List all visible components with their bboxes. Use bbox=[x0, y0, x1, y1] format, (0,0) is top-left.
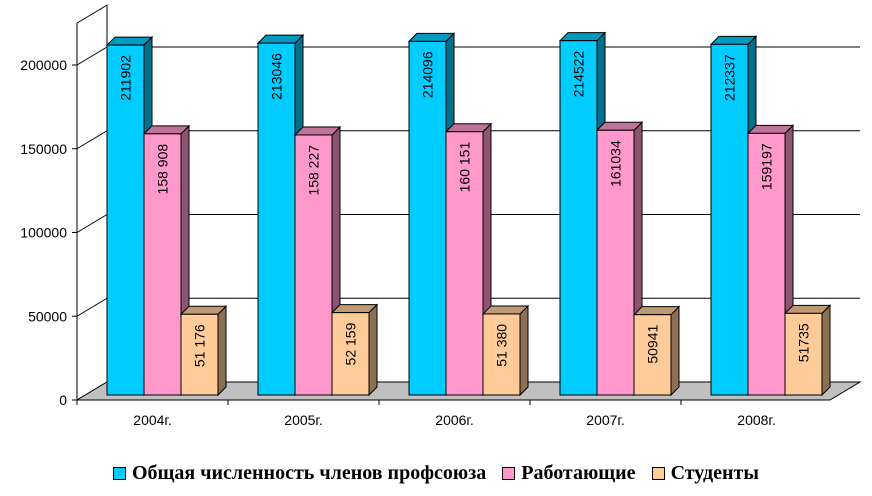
bar-front bbox=[482, 313, 521, 396]
bar-front bbox=[331, 312, 370, 396]
side-wall bbox=[76, 4, 108, 401]
data-label: 212337 bbox=[722, 54, 738, 101]
data-label: 158 227 bbox=[306, 145, 322, 196]
gridline-side bbox=[76, 297, 108, 317]
x-axis-ticks: 2004г. 2005г. 2006г. 2007г. 2008г. bbox=[76, 400, 776, 428]
legend-label-total: Общая численность членов профсоюза bbox=[131, 461, 487, 484]
x-tick-label: 2004г. bbox=[133, 412, 171, 428]
legend-item-working: Работающие bbox=[502, 461, 636, 485]
gridline-side bbox=[76, 214, 108, 233]
bar bbox=[293, 125, 342, 397]
bar bbox=[632, 305, 681, 397]
bar-top bbox=[595, 121, 644, 131]
legend: Общая численность членов профсоюза Работ… bbox=[0, 458, 872, 488]
data-label: 161034 bbox=[608, 140, 624, 187]
bar-front bbox=[596, 129, 635, 396]
data-label: 51735 bbox=[796, 323, 812, 362]
data-label: 213046 bbox=[269, 53, 285, 100]
bar bbox=[179, 305, 228, 397]
bar bbox=[783, 304, 832, 397]
bar-chart: 211902 158 908 51 176 213046 158 227 52 159 21… bbox=[20, 4, 862, 428]
bar-front bbox=[559, 40, 598, 396]
x-tick-label: 2005г. bbox=[284, 412, 322, 428]
bar-top bbox=[142, 125, 191, 135]
data-label: 51 176 bbox=[192, 324, 208, 367]
data-label: 159197 bbox=[759, 143, 775, 190]
bar-side bbox=[368, 303, 378, 397]
bar-top bbox=[632, 306, 681, 316]
x-tick-label: 2008г. bbox=[737, 412, 775, 428]
y-tick-label: 0 bbox=[59, 392, 67, 408]
data-label: 214096 bbox=[420, 51, 436, 98]
legend-item-students: Студенты bbox=[651, 461, 759, 485]
y-tick-label: 100000 bbox=[20, 225, 67, 241]
legend-item-total: Общая численность членов профсоюза bbox=[112, 461, 487, 485]
bar-front bbox=[747, 132, 786, 396]
x-tick-label: 2007г. bbox=[586, 412, 624, 428]
bar-top bbox=[481, 305, 530, 315]
bar-front bbox=[408, 40, 447, 396]
chart-walls bbox=[76, 4, 108, 401]
bar-top bbox=[783, 304, 832, 314]
data-label: 211902 bbox=[118, 55, 134, 101]
bar-top bbox=[179, 305, 228, 315]
y-tick-label: 50000 bbox=[28, 308, 67, 324]
data-label: 214522 bbox=[571, 50, 587, 97]
bar bbox=[481, 304, 530, 397]
legend-swatch-total bbox=[112, 466, 126, 480]
data-label: 158 908 bbox=[155, 144, 171, 195]
bar-side bbox=[217, 305, 227, 397]
bars bbox=[105, 31, 832, 397]
bar-front bbox=[445, 131, 484, 396]
bar-top bbox=[407, 32, 456, 42]
bar-top bbox=[105, 36, 154, 46]
data-labels: 211902 158 908 51 176 213046 158 227 52 159 21… bbox=[118, 50, 812, 367]
bar-top bbox=[256, 34, 305, 44]
y-axis-ticks: 0 50000 100000 150000 200000 bbox=[20, 57, 77, 408]
bar-top bbox=[444, 123, 493, 133]
bar-front bbox=[143, 133, 182, 396]
data-label: 51 380 bbox=[494, 324, 510, 367]
bar-front bbox=[784, 312, 823, 396]
bar bbox=[330, 303, 379, 397]
bar-side bbox=[519, 304, 529, 397]
data-label: 50941 bbox=[645, 324, 661, 363]
legend-label-working: Работающие bbox=[521, 461, 636, 484]
bar-front bbox=[180, 313, 219, 396]
bar-top bbox=[330, 304, 379, 314]
legend-swatch-students bbox=[651, 466, 665, 480]
gridline-side bbox=[76, 46, 108, 66]
bar-side bbox=[670, 305, 680, 397]
x-tick-label: 2006г. bbox=[435, 412, 473, 428]
legend-swatch-working bbox=[502, 466, 516, 480]
bar-front bbox=[106, 44, 145, 396]
bar-top bbox=[746, 124, 795, 134]
data-label: 160 151 bbox=[457, 142, 473, 193]
bar-top bbox=[558, 32, 607, 42]
bar-top bbox=[709, 35, 758, 45]
bar-front bbox=[633, 314, 672, 396]
data-label: 52 159 bbox=[343, 322, 359, 365]
bar-top bbox=[293, 126, 342, 136]
bar-front bbox=[710, 43, 749, 396]
gridline-side bbox=[76, 130, 108, 150]
bar-front bbox=[294, 134, 333, 396]
y-tick-label: 150000 bbox=[20, 141, 67, 157]
bar-side bbox=[821, 304, 831, 397]
y-tick-label: 200000 bbox=[20, 57, 67, 73]
legend-label-students: Студенты bbox=[670, 461, 759, 484]
